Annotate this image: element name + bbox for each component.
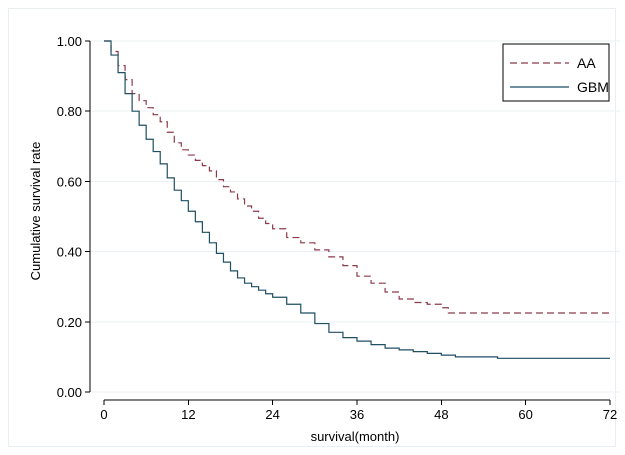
- series-line-aa: [104, 40, 610, 314]
- legend-label-gbm: GBM: [577, 79, 609, 95]
- legend: AA GBM: [502, 43, 610, 102]
- y-tick-label-3: 0.60: [57, 174, 82, 189]
- y-tick-label-1: 0.20: [57, 315, 82, 330]
- x-tick-label-2: 24: [265, 407, 279, 422]
- x-tick-label-5: 60: [518, 407, 532, 422]
- series-layer: [104, 40, 610, 359]
- y-tick-label-5: 1.00: [57, 34, 82, 49]
- y-tick-label-4: 0.80: [57, 104, 82, 119]
- x-tick-label-3: 36: [350, 407, 364, 422]
- x-tick-label-6: 72: [603, 407, 617, 422]
- y-axis-title: Cumulative survival rate: [28, 142, 43, 281]
- axis-layer: 0.00 0.20 0.40 0.60 0.80 1.00 0 12 24 36 48 60 72: [57, 34, 618, 422]
- x-tick-label-4: 48: [434, 407, 448, 422]
- x-axis-title: survival(month): [311, 429, 400, 444]
- grid-layer: [90, 40, 620, 393]
- x-tick-label-1: 12: [181, 407, 195, 422]
- legend-label-aa: AA: [577, 55, 596, 71]
- legend-box: [502, 43, 610, 102]
- y-tick-label-2: 0.40: [57, 245, 82, 260]
- series-line-gbm: [104, 40, 610, 359]
- x-tick-label-0: 0: [100, 407, 107, 422]
- y-tick-label-0: 0.00: [57, 385, 82, 400]
